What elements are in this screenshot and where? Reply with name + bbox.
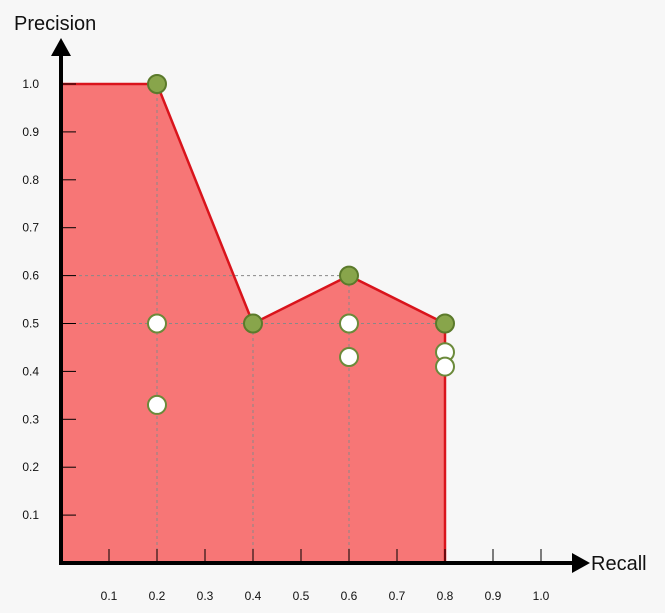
- y-tick-label-0.9: 0.9: [22, 125, 39, 139]
- open-point-2: [339, 313, 359, 334]
- axes: [51, 38, 590, 573]
- y-tick-label-1.0: 1.0: [22, 77, 39, 91]
- y-tick-label-0.3: 0.3: [22, 412, 39, 426]
- highlighted-point-3: [435, 313, 455, 334]
- y-axis-arrow: [51, 38, 71, 56]
- open-point-0: [147, 313, 167, 334]
- y-tick-label-0.2: 0.2: [22, 460, 39, 474]
- highlighted-point-2: [339, 265, 359, 286]
- open-point-5: [435, 356, 455, 377]
- x-tick-label-0.6: 0.6: [341, 589, 358, 603]
- ticks: 0.1 0.2 0.3 0.4 0.5 0.6 0.7 0.8 0.9 1.0 0.1 0.2 0.3 0…: [22, 77, 549, 603]
- y-tick-label-0.4: 0.4: [22, 364, 39, 378]
- y-tick-label-0.1: 0.1: [22, 508, 39, 522]
- x-axis-title: Recall: [591, 553, 647, 575]
- y-tick-label-0.7: 0.7: [22, 221, 39, 235]
- points: [147, 74, 455, 415]
- y-tick-label-0.5: 0.5: [22, 317, 39, 331]
- x-tick-label-0.2: 0.2: [149, 589, 166, 603]
- y-tick-label-0.8: 0.8: [22, 173, 39, 187]
- open-point-3: [339, 347, 359, 368]
- x-tick-label-0.5: 0.5: [293, 589, 310, 603]
- highlighted-point-1: [243, 313, 263, 334]
- x-tick-label-0.4: 0.4: [245, 589, 262, 603]
- highlighted-point-0: [147, 74, 167, 94]
- x-tick-label-0.7: 0.7: [389, 589, 406, 603]
- x-tick-label-0.8: 0.8: [437, 589, 454, 603]
- x-tick-label-1.0: 1.0: [533, 589, 550, 603]
- x-tick-label-0.1: 0.1: [101, 589, 118, 603]
- open-point-1: [147, 394, 167, 415]
- y-axis-title: Precision: [14, 13, 96, 35]
- y-tick-label-0.6: 0.6: [22, 269, 39, 283]
- x-tick-label-0.9: 0.9: [485, 589, 502, 603]
- x-axis-arrow: [572, 553, 590, 573]
- x-tick-label-0.3: 0.3: [197, 589, 214, 603]
